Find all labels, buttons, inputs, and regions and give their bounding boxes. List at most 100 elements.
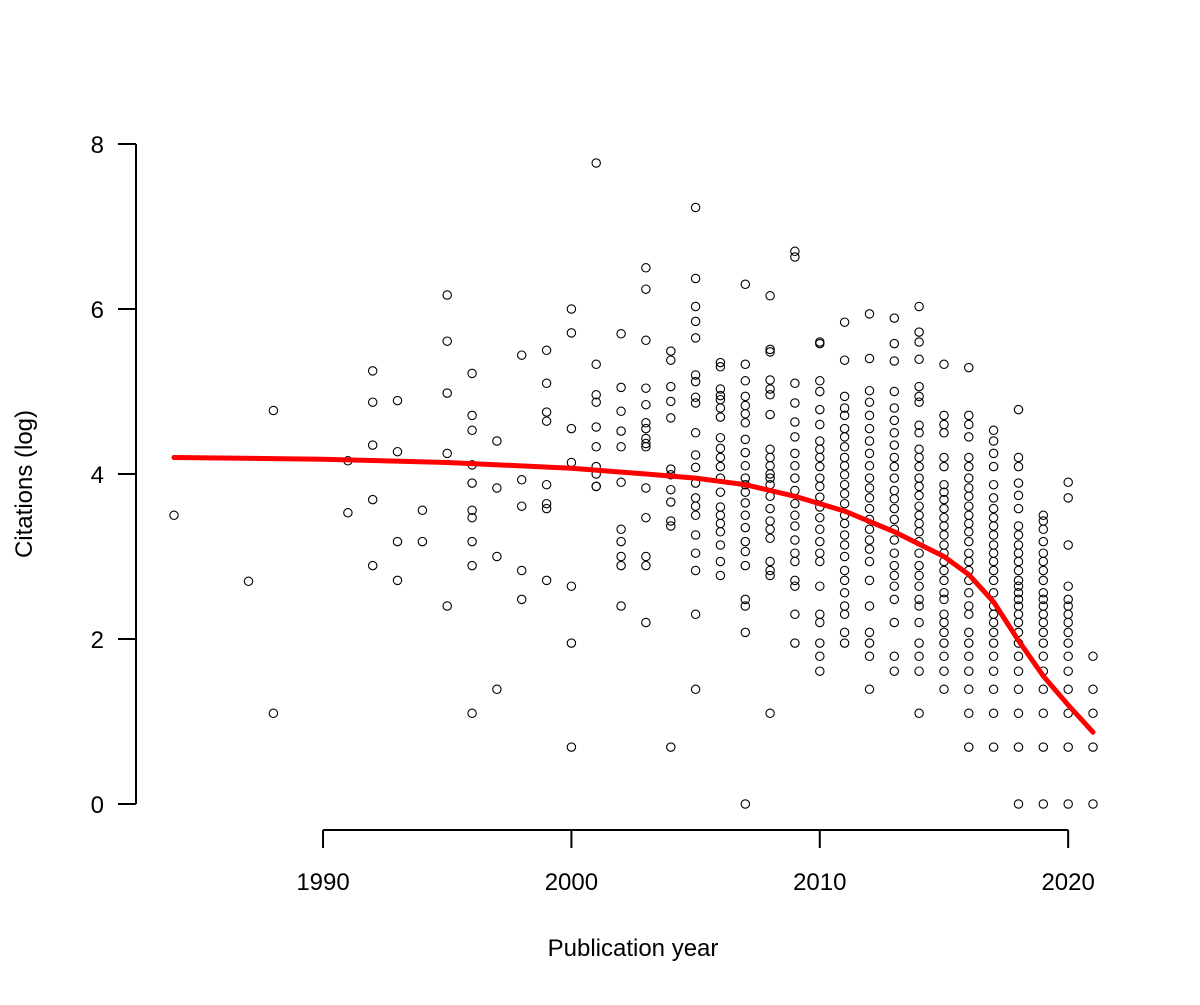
data-point: [591, 481, 601, 492]
data-point: [492, 436, 502, 446]
data-point: [839, 432, 850, 442]
data-point: [839, 461, 850, 471]
data-point: [839, 489, 850, 499]
data-point: [541, 345, 552, 356]
data-point: [914, 391, 924, 402]
data-point: [839, 403, 850, 413]
data-point: [690, 301, 701, 312]
data-point: [1063, 799, 1073, 809]
data-point: [268, 708, 279, 719]
data-point: [839, 638, 850, 648]
data-point: [1013, 503, 1024, 514]
data-point: [715, 412, 726, 422]
data-point: [765, 565, 775, 576]
data-point: [467, 505, 477, 516]
data-point: [765, 444, 775, 455]
data-point: [988, 556, 999, 567]
data-point: [690, 392, 701, 403]
data-point: [1013, 651, 1024, 662]
data-point: [964, 651, 974, 662]
data-point: [864, 448, 875, 459]
data-point: [666, 355, 676, 365]
data-point: [889, 461, 900, 472]
data-point: [914, 452, 924, 463]
data-point: [790, 378, 800, 389]
data-point: [740, 400, 751, 411]
data-point: [988, 684, 999, 695]
data-point: [1088, 799, 1098, 809]
data-point: [641, 423, 651, 434]
data-point: [815, 444, 825, 455]
data-point: [1013, 617, 1024, 628]
data-point: [839, 540, 850, 550]
data-point: [392, 536, 403, 547]
data-point: [815, 376, 825, 386]
data-point: [641, 335, 651, 346]
data-point: [988, 708, 999, 719]
y-axis-label: Citations (log): [11, 410, 38, 558]
trend-line: [171, 455, 1096, 735]
x-tick-label: 2000: [545, 869, 598, 896]
data-point: [790, 417, 800, 427]
data-point: [740, 434, 751, 445]
data-point: [1013, 609, 1024, 620]
data-point: [616, 442, 626, 452]
data-point: [467, 560, 477, 571]
data-point: [467, 536, 477, 547]
y-tick-label: 6: [91, 297, 104, 324]
data-point: [1013, 530, 1024, 540]
data-point: [988, 638, 999, 648]
data-point: [815, 556, 825, 567]
data-point: [690, 333, 701, 343]
data-point: [839, 551, 850, 562]
data-point: [864, 535, 875, 545]
data-point: [740, 510, 751, 521]
data-point: [914, 708, 924, 719]
data-point: [566, 304, 577, 314]
data-point: [964, 419, 974, 430]
data-point: [765, 409, 775, 420]
data-point: [1013, 540, 1024, 550]
data-point: [616, 477, 626, 488]
data-point: [740, 799, 751, 809]
y-tick-label: 0: [91, 792, 104, 819]
data-point: [914, 570, 924, 581]
data-point: [839, 317, 850, 327]
data-point: [516, 565, 527, 576]
data-point: [815, 436, 825, 446]
data-point: [740, 536, 751, 547]
axes-layer: 0 2 4 6 8 1990 2000 2010 2020: [91, 132, 1095, 896]
data-point: [1063, 493, 1073, 503]
data-point: [815, 386, 825, 397]
data-point: [914, 548, 924, 558]
data-point: [1013, 594, 1024, 605]
data-point: [988, 588, 999, 598]
data-point: [790, 252, 800, 262]
data-point: [765, 469, 775, 479]
data-point: [914, 501, 924, 511]
data-point: [765, 291, 775, 301]
data-point: [839, 498, 850, 509]
data-point: [839, 442, 850, 452]
trend-layer: [171, 455, 1096, 735]
data-point: [1063, 651, 1073, 662]
data-point: [715, 502, 726, 512]
data-point: [467, 425, 477, 436]
data-point: [1063, 594, 1073, 605]
data-point: [1038, 524, 1049, 535]
data-point: [566, 423, 577, 434]
data-point: [1038, 516, 1049, 526]
data-point: [914, 428, 924, 438]
data-point: [715, 384, 726, 394]
data-point: [988, 512, 999, 523]
data-point: [815, 581, 825, 591]
data-point: [690, 450, 701, 460]
data-point: [790, 498, 800, 509]
data-point: [1013, 461, 1024, 472]
data-point: [740, 546, 751, 557]
data-point: [1013, 575, 1024, 586]
data-point: [964, 601, 974, 611]
data-point: [666, 346, 676, 356]
data-point: [790, 398, 800, 408]
data-point: [964, 432, 974, 442]
